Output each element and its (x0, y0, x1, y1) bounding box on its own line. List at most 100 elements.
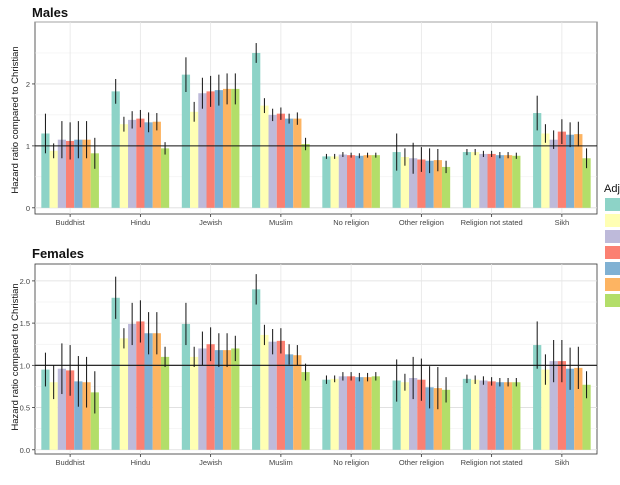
bar (144, 333, 153, 450)
bar (231, 348, 240, 450)
bar (549, 361, 558, 450)
bar (462, 378, 472, 450)
bar (136, 321, 145, 450)
bar (190, 111, 199, 208)
x-tick-label: Sikh (555, 218, 570, 227)
bar (322, 156, 331, 208)
y-tick-label: 1.0 (20, 361, 30, 370)
bar (181, 323, 191, 450)
x-tick-label: No religion (333, 458, 369, 467)
bar (276, 113, 285, 208)
bar (574, 134, 583, 208)
legend-key (605, 278, 620, 291)
bar (582, 158, 591, 208)
bar (417, 159, 426, 208)
ylabel-females: Hazard ratio compared to Christian (10, 283, 21, 430)
bar (433, 388, 442, 450)
x-tick-label: Buddhist (56, 458, 86, 467)
bar (111, 91, 120, 208)
bar (574, 367, 583, 450)
bar (565, 368, 575, 450)
bar (276, 340, 285, 450)
bar (495, 382, 504, 450)
bar (363, 155, 372, 208)
x-tick-label: Jewish (199, 458, 222, 467)
bar (409, 158, 418, 208)
bar (565, 134, 575, 208)
bar (90, 392, 99, 450)
bar (268, 114, 277, 208)
bar (479, 380, 488, 450)
bar (549, 139, 558, 208)
bar (284, 354, 294, 450)
bar (214, 90, 223, 208)
x-tick-label: Hindu (131, 218, 151, 227)
x-tick-label: No religion (333, 218, 369, 227)
bar (400, 382, 410, 450)
bar (181, 74, 191, 208)
bar (252, 289, 261, 450)
legend-key (605, 214, 620, 227)
bar (409, 378, 418, 450)
bar (82, 139, 91, 208)
bar (152, 121, 161, 208)
bar (512, 382, 521, 450)
bar (57, 139, 67, 208)
bar (503, 382, 513, 450)
bar (268, 341, 277, 450)
x-tick-label: Buddhist (56, 218, 86, 227)
legend-key (605, 246, 620, 259)
bar (533, 113, 542, 208)
bar (128, 323, 137, 450)
bar (260, 334, 269, 450)
bar (330, 378, 339, 450)
bar (119, 124, 129, 208)
bar (347, 155, 356, 208)
bar (41, 133, 50, 208)
bar (479, 153, 488, 208)
y-tick-label: 0 (26, 204, 30, 213)
bar (284, 118, 294, 208)
legend-keys (605, 198, 620, 307)
bar (41, 369, 50, 450)
bar (462, 152, 472, 208)
x-tick-label: Sikh (555, 458, 570, 467)
bar (260, 105, 269, 208)
bar (49, 382, 58, 450)
bar (206, 91, 215, 208)
panel-males: 0 1 2 Buddhist Hindu Jewish Muslim No religion O… (26, 21, 598, 227)
x-tick-label: Other religion (399, 218, 444, 227)
x-tick-label: Religion not stated (461, 458, 523, 467)
y-tick-label: 0.5 (20, 404, 30, 413)
bar (322, 379, 331, 450)
bar (82, 382, 91, 450)
bar (441, 166, 451, 208)
bar (541, 369, 550, 450)
bar (355, 155, 364, 208)
x-tick-label: Other religion (399, 458, 444, 467)
bar (557, 361, 566, 450)
bar (533, 345, 542, 450)
bar (222, 350, 232, 450)
bar (198, 348, 207, 450)
x-tick-label: Muslim (269, 458, 293, 467)
bar (392, 380, 401, 450)
bar (119, 338, 129, 450)
bar (90, 153, 99, 208)
bar (222, 88, 232, 208)
panel-title-males: Males (32, 5, 68, 20)
bar (371, 376, 380, 450)
bar (49, 150, 58, 208)
bar (347, 376, 356, 450)
bar (433, 160, 442, 208)
legend-key (605, 230, 620, 243)
bar (425, 387, 434, 450)
bar (301, 372, 310, 450)
bar (66, 370, 75, 450)
bar (57, 368, 67, 450)
bar (74, 139, 83, 208)
x-tick-label: Jewish (199, 218, 222, 227)
bar (417, 379, 426, 450)
bar (214, 350, 223, 450)
y-tick-label: 2.0 (20, 277, 30, 286)
